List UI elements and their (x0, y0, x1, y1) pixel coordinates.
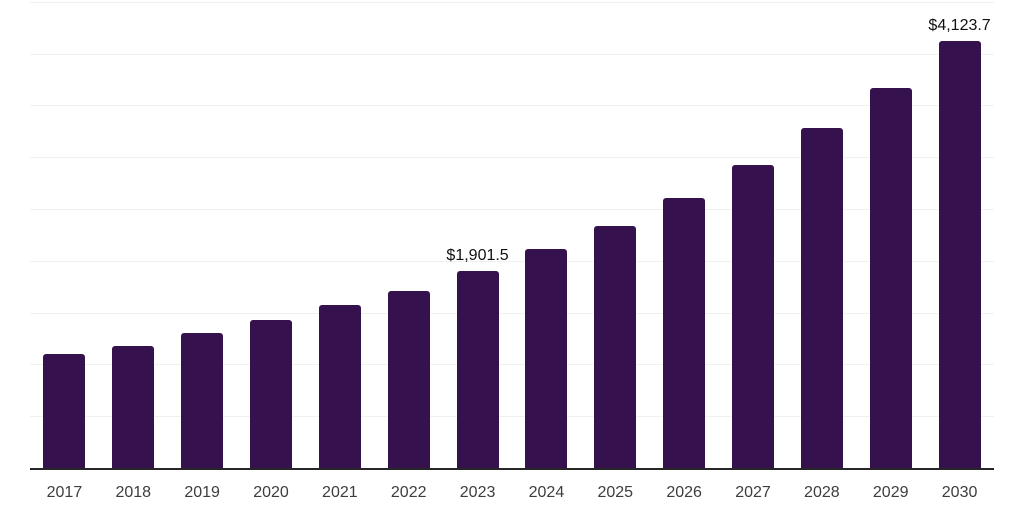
bar-2030 (938, 40, 981, 468)
bar-2025 (594, 225, 637, 468)
bar-2027 (732, 164, 774, 468)
x-tick-2018: 2018 (115, 484, 152, 501)
gridline-3500 (30, 105, 994, 107)
x-tick-2028: 2028 (804, 484, 840, 501)
x-tick-2030: 2030 (941, 484, 978, 501)
data-label-2030: $4,123.7 (928, 16, 991, 34)
bar-2017 (43, 354, 86, 468)
x-axis-line (30, 468, 994, 470)
gridline-1500 (30, 312, 994, 314)
x-tick-2026: 2026 (666, 484, 702, 501)
x-tick-2027: 2027 (735, 484, 771, 501)
bar-2021 (318, 304, 361, 468)
x-tick-2029: 2029 (872, 484, 909, 501)
x-tick-2023: 2023 (459, 484, 496, 501)
bar-2019 (181, 333, 224, 468)
bar-2020 (250, 319, 292, 468)
bar-2024 (525, 249, 568, 468)
x-tick-2020: 2020 (253, 484, 289, 501)
x-tick-2019: 2019 (184, 484, 220, 501)
gridline-4500 (30, 1, 994, 3)
gridline-4000 (30, 53, 994, 55)
bar-2029 (869, 87, 912, 468)
x-tick-2022: 2022 (390, 484, 427, 501)
x-tick-2021: 2021 (322, 484, 358, 501)
bar-2022 (387, 290, 430, 468)
gridline-1000 (30, 364, 994, 366)
gridline-2500 (30, 208, 994, 210)
x-tick-2024: 2024 (528, 484, 565, 501)
x-tick-2025: 2025 (597, 484, 634, 501)
gridline-500 (30, 416, 994, 418)
bar-2018 (112, 346, 155, 468)
data-label-2023: $1,901.5 (446, 246, 509, 264)
bar-2023 (456, 270, 499, 468)
bar-2028 (800, 128, 843, 468)
x-tick-2017: 2017 (46, 484, 83, 501)
bar-2026 (663, 197, 706, 468)
gridline-3000 (30, 157, 994, 159)
